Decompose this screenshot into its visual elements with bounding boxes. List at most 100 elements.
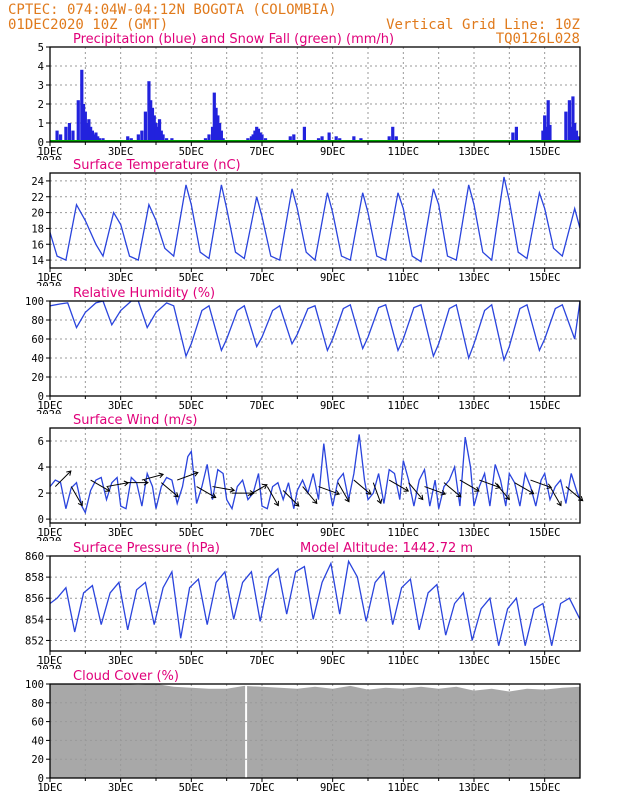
cloud-xtick-label: 13DEC [458,782,490,794]
cloud-xtick-label: 5DEC [179,782,204,794]
precip-bar [147,81,151,142]
wind-panel: Surface Wind (m/s) 0 2 4 6 1DEC 3DEC 5DEC 7DEC 9D… [36,413,584,541]
temperature-xtick-label: 1DEC [37,272,62,284]
wind-vector-head [104,486,111,492]
wind-vector [70,486,83,507]
humidity-ytick-label: 40 [31,353,44,365]
wind-vector-head [173,492,179,498]
wind-vector-shaft [494,482,510,500]
precip-bar [541,130,545,142]
precip-bar [249,136,253,142]
wind-vector-shaft [479,479,501,489]
wind-vector [424,486,447,496]
precip-bar [571,96,575,142]
precip-bar [87,119,91,142]
cloud-xtick-label: 1DEC [37,782,62,794]
wind-xtick-label: 9DEC [320,527,345,539]
precip-bar [546,100,550,142]
wind-vector-head [312,498,318,505]
precip-bar [126,136,130,142]
cloud-ytick-label: 0 [38,773,44,785]
precip-bar [543,115,547,142]
temperature-xtick-label: 7DEC [249,272,274,284]
wind-vector-shaft [266,486,279,506]
temperature-year-label: 2020 [36,281,61,293]
wind-vector [302,486,318,505]
temperature-xtick-label: 9DEC [320,272,345,284]
wind-xtick-label: 1DEC [37,527,62,539]
temperature-ytick-label: 22 [31,192,44,204]
wind-vector [337,482,350,503]
wind-vector [353,479,372,495]
header-model-code: TQ0126L028 [496,31,580,47]
humidity-xtick-label: 11DEC [388,400,420,412]
temperature-xtick-label: 15DEC [529,272,561,284]
wind-vector-shaft [141,473,164,481]
wind-vector-shaft [212,486,235,491]
precip-bar [71,130,75,142]
precip-bar [143,111,147,142]
precip-bar [548,124,552,142]
precip-ytick-label: 5 [38,42,44,54]
precip-bar [150,107,155,142]
precip-ytick-label: 3 [38,80,44,92]
wind-vector-shaft [353,479,372,495]
temperature-ytick-label: 14 [31,255,44,267]
cloud-title: Cloud Cover (%) [73,669,179,684]
wind-vector [388,479,410,492]
wind-vector-shaft [247,484,268,497]
precip-xtick-label: 1DEC [37,146,62,158]
precip-xtick-label: 3DEC [108,146,133,158]
precip-bar [544,126,549,142]
wind-vector-shaft [177,472,199,481]
precip-bar [391,126,395,142]
precip-bar [352,136,356,142]
wind-vector-shaft [196,486,216,498]
temperature-series-line [50,176,580,263]
pressure-ytick-label: 852 [25,635,44,647]
precip-bar [152,115,156,142]
cloud-xtick-label: 11DEC [388,782,420,794]
humidity-frame [49,300,581,397]
precip-frame [49,46,581,143]
precip-xtick-label: 5DEC [179,146,204,158]
wind-vector [247,484,268,497]
temperature-ytick-label: 16 [31,239,44,251]
temperature-xtick-label: 13DEC [458,272,490,284]
precip-bar [387,136,391,142]
humidity-ytick-label: 20 [31,372,44,384]
header-grid-note: Vertical Grid Line: 10Z [386,17,580,33]
wind-vector-head [294,501,300,507]
wind-vector-head [456,492,462,498]
wind-xtick-label: 7DEC [249,527,274,539]
precip-bar [258,132,262,142]
wind-vector-shaft [408,482,424,500]
pressure-xtick-label: 7DEC [249,655,274,667]
wind-vector-shaft [160,482,179,498]
wind-vector [282,490,300,507]
wind-vector [177,471,199,481]
panels: Precipitation (blue) and Snow Fall (gree… [25,32,584,794]
wind-vector [266,486,279,507]
cloud-xtick-label: 15DEC [529,782,561,794]
wind-vector-head [504,494,510,501]
wind-xtick-label: 5DEC [179,527,204,539]
wind-vector-head [440,490,447,496]
precip-bar [214,107,218,142]
wind-vector [231,490,255,496]
temperature-xtick-label: 11DEC [388,272,420,284]
wind-vector-shaft [443,482,462,498]
wind-vector-head [158,472,165,479]
precip-panel: Precipitation (blue) and Snow Fall (gree… [36,32,581,160]
humidity-xtick-label: 13DEC [458,400,490,412]
wind-vector-shaft [54,470,72,487]
precip-bar [92,134,96,142]
wind-vector [196,486,217,499]
humidity-year-label: 2020 [36,409,61,421]
precip-bar [154,123,158,142]
wind-vector-head [262,484,268,490]
humidity-ytick-label: 60 [31,334,44,346]
cloud-xtick-label: 9DEC [320,782,345,794]
wind-vector-shaft [318,486,340,495]
wind-xtick-label: 15DEC [529,527,561,539]
